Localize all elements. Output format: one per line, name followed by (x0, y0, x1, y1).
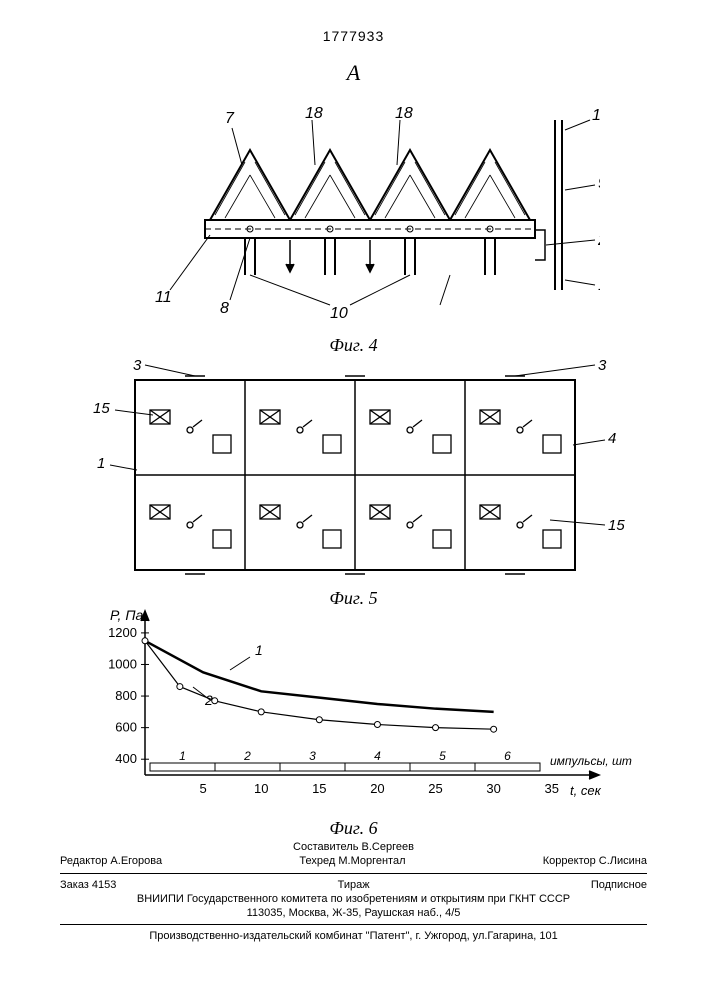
callout-18b: 18 (395, 105, 413, 122)
callout-8: 8 (220, 300, 229, 317)
callout-3b: 3 (598, 360, 607, 374)
callout-18a: 18 (305, 105, 323, 122)
svg-text:1000: 1000 (108, 656, 137, 671)
series-1-label: 1 (255, 642, 263, 658)
svg-text:5: 5 (439, 749, 446, 763)
callout-1: 1 (598, 277, 600, 294)
svg-text:3: 3 (309, 749, 316, 763)
techred-name: М.Моргентал (338, 855, 405, 867)
techred-label: Техред (299, 855, 335, 867)
compiler-label: Составитель (293, 841, 358, 853)
callout-11: 11 (155, 289, 172, 306)
svg-text:30: 30 (486, 781, 500, 796)
figure-6-chart: 400 600 800 1000 1200 5 10 15 20 25 30 35 1 2 3 4 5 6 P… (75, 605, 635, 825)
compiler-name: В.Сергеев (362, 841, 414, 853)
section-letter: А (0, 60, 707, 86)
svg-text:1: 1 (179, 749, 186, 763)
callout-9: 9 (598, 175, 600, 192)
org-line-1: ВНИИПИ Государственного комитета по изоб… (60, 892, 647, 906)
svg-text:20: 20 (370, 781, 384, 796)
svg-text:2: 2 (243, 749, 251, 763)
svg-text:6: 6 (504, 749, 511, 763)
callout-15a: 15 (93, 400, 110, 417)
series-2-label: 2 (204, 692, 213, 708)
svg-text:600: 600 (115, 720, 137, 735)
figure-5: 3 3 15 1 4 15 (75, 360, 635, 600)
patent-number: 1777933 (0, 28, 707, 44)
svg-text:25: 25 (428, 781, 442, 796)
fig6-label: Фиг. 6 (0, 818, 707, 839)
svg-text:1200: 1200 (108, 625, 137, 640)
svg-text:15: 15 (312, 781, 326, 796)
y-axis-label: P, Па (110, 607, 143, 623)
callout-21: 21 (597, 232, 600, 249)
svg-text:10: 10 (254, 781, 268, 796)
svg-text:4: 4 (374, 749, 381, 763)
order-label: Заказ (60, 879, 89, 891)
credits-block: Составитель В.Сергеев Редактор А.Егорова… (60, 840, 647, 944)
tirazh: Тираж (338, 878, 370, 892)
callout-17: 17 (592, 107, 600, 124)
printer-line: Производственно-издательский комбинат "П… (60, 929, 647, 943)
x-axis-label-time: t, сек (570, 783, 602, 798)
callout-3a: 3 (133, 360, 142, 374)
corrector-name: С.Лисина (599, 855, 647, 867)
editor-name: А.Егорова (110, 855, 162, 867)
podpisnoe: Подписное (591, 878, 647, 892)
fig4-label: Фиг. 4 (0, 335, 707, 356)
svg-text:5: 5 (199, 781, 206, 796)
svg-text:35: 35 (545, 781, 559, 796)
figure-4: 7 18 18 17 9 21 1 11 8 10 (100, 90, 600, 350)
patent-page: 1777933 А (0, 0, 707, 1000)
callout-7: 7 (225, 110, 235, 127)
editor-label: Редактор (60, 855, 107, 867)
callout-4: 4 (608, 430, 616, 447)
org-line-2: 113035, Москва, Ж-35, Раушская наб., 4/5 (60, 906, 647, 920)
callout-1b: 1 (97, 455, 105, 472)
svg-text:800: 800 (115, 688, 137, 703)
callout-15b: 15 (608, 517, 625, 534)
x-axis-label-impulses: импульсы, шт (550, 754, 632, 768)
svg-text:400: 400 (115, 751, 137, 766)
order-num: 4153 (92, 879, 116, 891)
corrector-label: Корректор (543, 855, 596, 867)
callout-10: 10 (330, 305, 348, 322)
